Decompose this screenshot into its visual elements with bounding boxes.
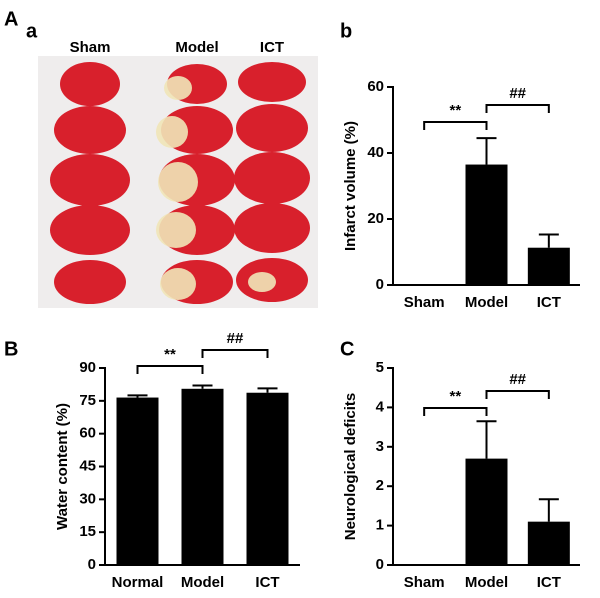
photo-label: Sham (70, 39, 111, 56)
significance-label: ** (449, 388, 461, 405)
significance-bracket (485, 104, 550, 113)
axis-line (392, 367, 580, 566)
significance-bracket (136, 365, 204, 374)
y-tick-label: 30 (79, 490, 96, 507)
significance-label: ## (227, 330, 244, 347)
panel-label: b (340, 20, 352, 42)
x-tick-label: Sham (404, 574, 445, 591)
y-tick-label: 20 (367, 210, 384, 227)
bar (246, 392, 289, 565)
x-tick-label: Model (465, 294, 508, 311)
y-axis-label: Neurological deficits (342, 393, 359, 541)
y-tick-label: 15 (79, 523, 96, 540)
x-tick-label: Normal (112, 574, 164, 591)
bar (527, 247, 570, 285)
significance-label: ** (449, 102, 461, 119)
bar (465, 164, 508, 285)
y-tick-label: 40 (367, 144, 384, 161)
brain-photo: Sham Model ICT (38, 39, 318, 308)
axis-line (104, 367, 300, 566)
photo-label: ICT (260, 39, 284, 56)
significance-bracket (423, 121, 488, 130)
significance-label: ## (509, 371, 526, 388)
y-tick-label: 0 (88, 556, 96, 573)
y-tick-label: 0 (376, 276, 384, 293)
y-tick-label: 45 (79, 457, 96, 474)
x-tick-label: Sham (404, 294, 445, 311)
panel-label: C (340, 338, 354, 360)
bar (116, 397, 159, 565)
y-tick-label: 1 (376, 517, 384, 534)
y-tick-label: 75 (79, 392, 96, 409)
x-tick-label: ICT (255, 574, 279, 591)
y-tick-label: 90 (79, 359, 96, 376)
bar (465, 458, 508, 565)
y-tick-label: 5 (376, 359, 384, 376)
photo-label: Model (175, 39, 218, 56)
significance-label: ## (509, 85, 526, 102)
x-tick-label: Model (181, 574, 224, 591)
panel-label: A (4, 8, 18, 30)
y-axis-label: Water content (%) (54, 403, 71, 530)
y-tick-label: 2 (376, 477, 384, 494)
significance-bracket (485, 390, 550, 399)
y-tick-label: 0 (376, 556, 384, 573)
y-tick-label: 3 (376, 438, 384, 455)
bar (181, 388, 224, 565)
axis-line (392, 86, 580, 286)
x-tick-label: ICT (537, 574, 561, 591)
y-axis-label: Infarct volume (%) (342, 121, 359, 251)
x-tick-label: Model (465, 574, 508, 591)
x-tick-label: ICT (537, 294, 561, 311)
panel-label: B (4, 338, 18, 360)
y-tick-label: 4 (376, 398, 385, 415)
significance-label: ** (164, 346, 176, 363)
y-tick-label: 60 (367, 78, 384, 95)
panel-label: a (26, 20, 38, 42)
significance-bracket (201, 349, 269, 358)
significance-bracket (423, 407, 488, 416)
y-tick-label: 60 (79, 425, 96, 442)
bar (527, 521, 570, 565)
